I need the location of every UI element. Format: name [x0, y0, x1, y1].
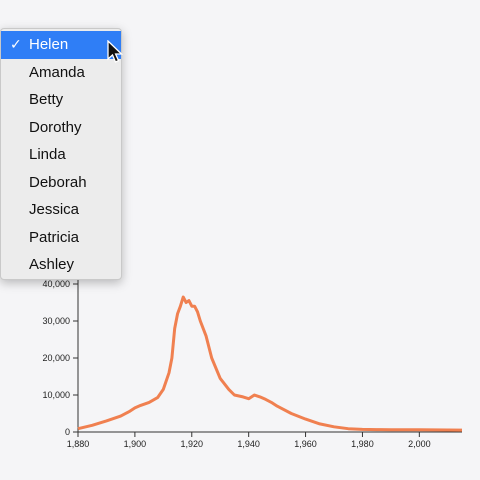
dropdown-option-label: Deborah: [29, 173, 87, 191]
x-tick-label: 1,980: [351, 439, 374, 449]
dropdown-option-label: Dorothy: [29, 118, 82, 136]
x-tick-label: 1,900: [124, 439, 147, 449]
dropdown-option-patricia[interactable]: Patricia: [1, 224, 121, 252]
dropdown-option-label: Amanda: [29, 63, 85, 81]
dropdown-option-label: Ashley: [29, 256, 75, 273]
dropdown-option-jessica[interactable]: Jessica: [1, 196, 121, 224]
y-tick-label: 30,000: [42, 316, 70, 326]
y-tick-label: 0: [65, 427, 70, 437]
dropdown-option-ashley[interactable]: Ashley: [1, 251, 121, 279]
dropdown-option-dorothy[interactable]: Dorothy: [1, 114, 121, 142]
x-tick-label: 1,960: [294, 439, 317, 449]
chart-axes: 1,880 1,900 1,920 1,940 1,960 1,980 2,000 0 10,0…: [42, 274, 462, 449]
x-tick-label: 2,000: [408, 439, 431, 449]
x-tick-label: 1,940: [237, 439, 260, 449]
dropdown-option-helen[interactable]: ✓ Helen: [1, 31, 121, 59]
dropdown-option-label: Helen: [29, 36, 69, 53]
dropdown-option-label: Jessica: [29, 201, 80, 218]
dropdown-option-label: Betty: [29, 91, 64, 108]
y-tick-label: 20,000: [42, 353, 70, 363]
y-tick-label: 40,000: [42, 279, 70, 289]
dropdown-option-label: Linda: [29, 146, 66, 163]
dropdown-option-label: Patricia: [29, 228, 80, 246]
mouse-pointer-icon: [107, 40, 124, 63]
series-line: [77, 295, 463, 432]
dropdown-option-deborah[interactable]: Deborah: [1, 169, 121, 197]
dropdown-option-linda[interactable]: Linda: [1, 141, 121, 169]
y-tick-label: 10,000: [42, 390, 70, 400]
checkmark-icon: ✓: [10, 36, 22, 52]
dropdown-option-betty[interactable]: Betty: [1, 86, 121, 114]
x-tick-label: 1,920: [181, 439, 204, 449]
dropdown-option-amanda[interactable]: Amanda: [1, 59, 121, 87]
name-dropdown-menu[interactable]: ✓ Helen Amanda Betty Dorothy Linda Deborah Jess…: [0, 28, 122, 280]
x-tick-label: 1,880: [67, 439, 90, 449]
